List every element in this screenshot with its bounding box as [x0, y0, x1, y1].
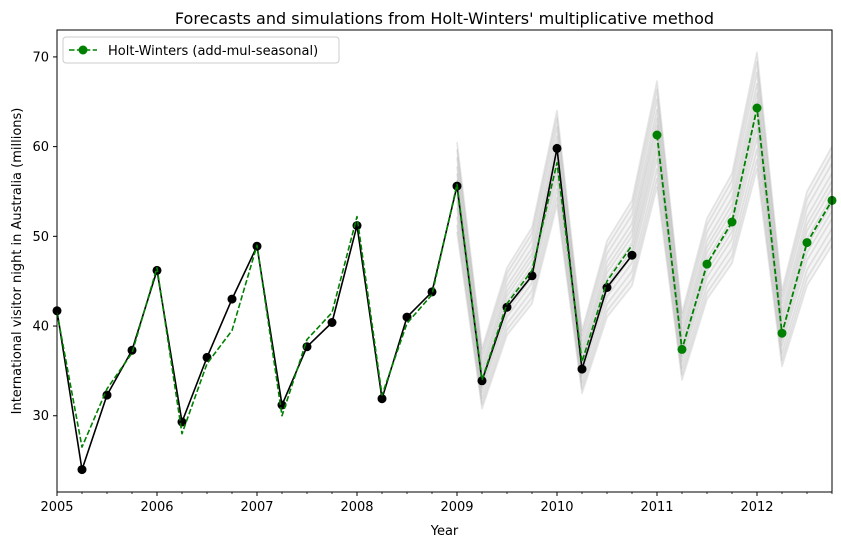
axes-frame — [56, 29, 833, 493]
simulation-path — [456, 109, 833, 380]
y-tick-label: 40 — [32, 320, 49, 335]
forecast-point — [752, 103, 762, 113]
simulation-path — [456, 100, 833, 375]
forecast-series-line — [656, 107, 833, 351]
chart-title: Forecasts and simulations from Holt-Wint… — [175, 9, 714, 28]
x-tick-label: 2012 — [740, 500, 773, 515]
observed-point — [627, 250, 637, 260]
x-tick-label: 2008 — [340, 500, 373, 515]
x-tick-label: 2007 — [240, 500, 273, 515]
x-tick-label: 2005 — [40, 500, 73, 515]
simulation-path — [456, 51, 833, 350]
axes-layer: 2005 2006 2007 2008 2009 2010 2011 2012 30 40 50 60… — [32, 29, 833, 515]
observed-point — [227, 294, 237, 304]
observed-point — [577, 364, 587, 374]
plot-area — [57, 30, 832, 492]
y-tick-label: 60 — [32, 140, 49, 155]
simulation-path — [456, 83, 833, 366]
x-axis-label: Year — [430, 524, 459, 539]
fitted-series-line — [56, 162, 633, 448]
observed-point — [102, 390, 112, 400]
observed-point — [377, 394, 387, 404]
y-tick-label: 70 — [32, 50, 49, 65]
observed-point — [552, 143, 562, 153]
observed-point — [327, 318, 337, 327]
simulation-path — [456, 148, 833, 400]
forecast-point — [802, 238, 812, 248]
x-tick-label: 2011 — [640, 500, 673, 515]
y-tick-label: 50 — [32, 230, 49, 245]
legend-marker — [78, 45, 88, 55]
forecast-point — [677, 344, 687, 354]
legend: Holt-Winters (add-mul-seasonal) — [62, 36, 340, 64]
simulation-path — [456, 71, 833, 360]
forecast-point — [702, 259, 712, 269]
observed-point — [477, 376, 487, 386]
forecast-point — [777, 328, 787, 338]
simulation-path — [456, 158, 833, 405]
simulation-envelope-band — [457, 52, 832, 409]
y-tick-label: 30 — [32, 409, 49, 424]
simulation-layer — [456, 51, 833, 410]
observed-point — [527, 271, 537, 281]
observed-point — [77, 465, 87, 475]
simulation-path — [456, 127, 833, 389]
legend-entry-label: Holt-Winters (add-mul-seasonal) — [108, 44, 318, 59]
legend-box — [62, 36, 340, 64]
x-tick-label: 2010 — [540, 500, 573, 515]
simulation-path — [456, 119, 833, 385]
simulation-path — [456, 136, 833, 394]
observed-point — [402, 312, 412, 322]
simulation-path — [456, 168, 833, 410]
forecast-point — [652, 130, 662, 140]
y-axis-label: International visitor night in Australia… — [10, 108, 25, 415]
simulation-path — [456, 92, 833, 371]
x-tick-label: 2009 — [440, 500, 473, 515]
simulation-path — [456, 60, 833, 355]
series-layer — [52, 103, 837, 475]
forecast-point — [727, 217, 737, 227]
x-tick-label: 2006 — [140, 500, 173, 515]
